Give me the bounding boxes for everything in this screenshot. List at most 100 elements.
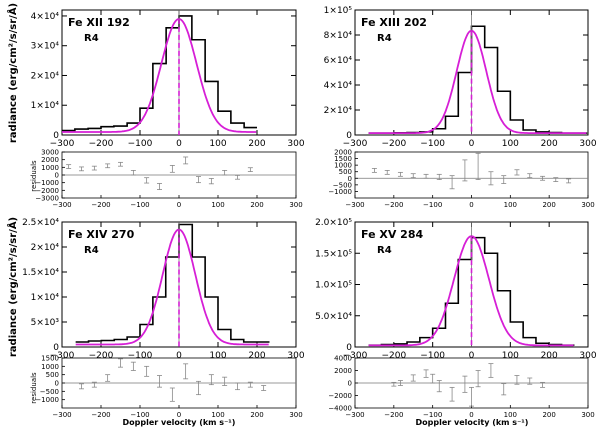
- residual-x-tick-label: 0: [469, 411, 473, 419]
- x-tick-label: −300: [343, 139, 368, 149]
- x-tick-label: 300: [287, 351, 304, 361]
- residual-x-tick-label: 100: [211, 411, 224, 419]
- residual-x-tick-label: 0: [177, 201, 181, 209]
- residual-point: [130, 169, 136, 176]
- residual-point: [553, 177, 559, 182]
- residual-x-tick-label: −200: [384, 411, 403, 419]
- residual-x-tick-label: −200: [91, 411, 110, 419]
- residual-x-tick-label: −200: [91, 201, 110, 209]
- residual-y-tick-label: −4000: [328, 405, 352, 413]
- residual-point: [157, 375, 162, 388]
- residual-point: [66, 164, 72, 169]
- x-tick-label: 200: [541, 351, 558, 361]
- residual-y-tick-label: 2000: [334, 149, 352, 157]
- residual-point: [118, 161, 123, 167]
- residual-x-tick-label: −300: [52, 411, 71, 419]
- residual-point: [540, 381, 546, 388]
- residual-y-tick-label: −500: [40, 388, 59, 396]
- residual-point: [501, 383, 507, 396]
- residual-x-tick-label: −300: [52, 201, 71, 209]
- y-tick-label: 4×10⁴: [324, 81, 353, 91]
- panel-region: R4: [84, 245, 99, 256]
- residual-y-tick-label: −1000: [328, 188, 352, 196]
- residual-x-tick-label: −100: [423, 411, 442, 419]
- ylabel-radiance-bottom: radiance (erg/cm²/s/sr/Å): [6, 217, 19, 357]
- x-tick-label: 200: [248, 139, 265, 149]
- residual-point: [183, 363, 189, 380]
- residual-point: [247, 381, 253, 388]
- panels: −300 −200 −100 0 100 200 30001×10⁴2×10⁴3×10⁴4×…: [22, 6, 597, 419]
- residual-point: [91, 165, 97, 171]
- residual-frame: [354, 151, 589, 199]
- residual-x-tick-label: −300: [345, 201, 364, 209]
- residual-point: [196, 380, 201, 396]
- x-tick-label: 100: [502, 139, 519, 149]
- residual-point: [462, 375, 468, 393]
- residual-y-tick-label: 500: [46, 371, 59, 379]
- y-tick-label: 5×10³: [31, 318, 60, 328]
- residual-point: [183, 156, 189, 165]
- y-tick-label: 1.0×10⁵: [315, 281, 352, 291]
- xlabel-right: Doppler velocity (km s⁻¹): [416, 418, 529, 427]
- x-tick-label: −100: [128, 139, 153, 149]
- residual-y-tick-label: −3000: [35, 195, 59, 203]
- residual-subplot: 4000 2000 0 −2000 −4000−300 −200 −100 0 100 200 30…: [328, 355, 594, 420]
- y-tick-label: 1×10⁵: [324, 6, 353, 16]
- residual-point: [501, 175, 507, 184]
- residual-point: [423, 369, 429, 378]
- residual-point: [222, 376, 228, 386]
- residual-point: [449, 386, 455, 402]
- residual-x-tick-label: 300: [289, 201, 302, 209]
- residual-point: [410, 374, 416, 382]
- y-tick-label: 4×10⁴: [31, 12, 60, 22]
- residual-x-tick-label: 0: [177, 411, 181, 419]
- x-tick-label: 200: [541, 139, 558, 149]
- residual-point: [105, 163, 111, 169]
- y-tick-label: 1.5×10⁴: [22, 268, 59, 278]
- residual-point: [247, 167, 253, 172]
- xlabel-left: Doppler velocity (km s⁻¹): [123, 418, 236, 427]
- residual-point: [130, 361, 136, 371]
- x-tick-label: 100: [502, 351, 519, 361]
- residual-y-tick-label: 1000: [41, 164, 59, 172]
- panel-2: −300 −200 −100 0 100 200 30002×10⁴4×10⁴6×10⁴8×…: [324, 6, 597, 209]
- residual-point: [79, 383, 84, 390]
- y-tick-label: 1×10⁴: [31, 101, 60, 111]
- residual-y-tick-label: −2000: [328, 392, 352, 400]
- residual-y-tick-label: 2000: [334, 367, 352, 375]
- x-tick-label: 0: [176, 351, 182, 361]
- residual-point: [196, 176, 201, 184]
- x-tick-label: 0: [469, 139, 475, 149]
- x-tick-label: −300: [50, 139, 75, 149]
- residual-point: [527, 377, 533, 385]
- residual-point: [144, 365, 150, 377]
- x-tick-label: −100: [420, 139, 445, 149]
- residual-x-tick-label: −200: [384, 201, 403, 209]
- y-tick-label: 2×10⁴: [324, 106, 353, 116]
- residual-y-tick-label: 0: [348, 380, 352, 388]
- residual-x-tick-label: −100: [130, 411, 149, 419]
- residual-point: [540, 175, 546, 181]
- x-tick-label: 0: [176, 139, 182, 149]
- residual-point: [449, 175, 455, 190]
- ylabel-residuals-tl: residuals: [30, 160, 38, 192]
- residual-point: [410, 173, 416, 179]
- residual-point: [475, 370, 481, 388]
- residual-point: [527, 173, 533, 179]
- panel-1: −300 −200 −100 0 100 200 30001×10⁴2×10⁴3×10⁴4×…: [31, 9, 305, 209]
- panel-region: R4: [84, 33, 99, 44]
- y-tick-label: 0: [53, 343, 59, 353]
- residual-y-tick-label: −1000: [35, 179, 59, 187]
- residual-point: [469, 386, 474, 407]
- residual-point: [514, 375, 520, 385]
- residual-x-tick-label: 200: [542, 201, 555, 209]
- x-tick-label: 200: [248, 351, 265, 361]
- x-tick-label: −100: [420, 351, 445, 361]
- residual-point: [157, 183, 162, 190]
- x-tick-label: −200: [89, 351, 114, 361]
- panel-4: −300 −200 −100 0 100 200 300 0 5.0×10⁴ 1.0×10⁵ 1.5…: [315, 218, 597, 419]
- residual-point: [436, 173, 442, 181]
